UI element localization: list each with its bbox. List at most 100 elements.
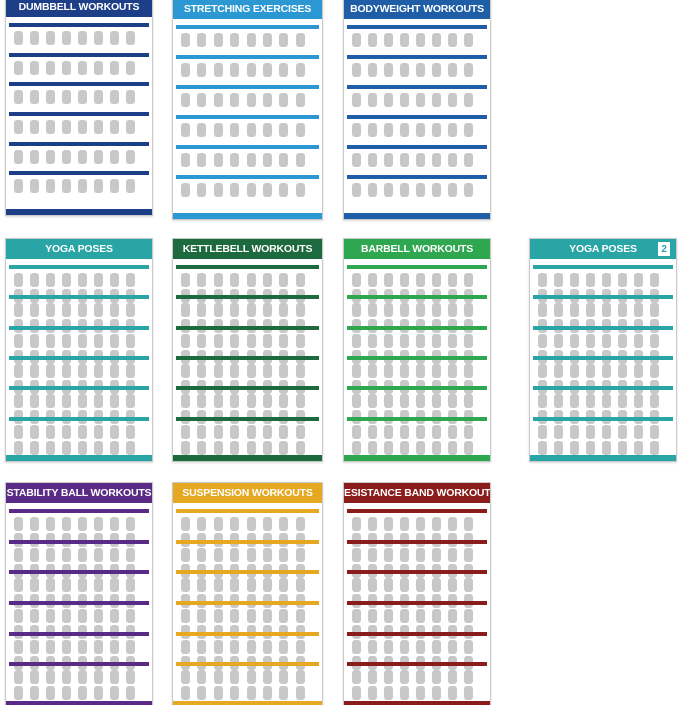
exercise-figure — [464, 93, 473, 107]
exercise-figure — [432, 578, 441, 593]
exercise-figure — [110, 670, 119, 685]
exercise-figure — [230, 333, 240, 348]
exercise-figure — [110, 517, 119, 531]
exercise-figure — [368, 364, 377, 378]
exercise-figure — [262, 153, 272, 167]
exercise-figure — [94, 394, 103, 409]
exercise-figure — [368, 33, 377, 47]
exercise-figure — [432, 33, 441, 47]
exercise-figure — [78, 609, 87, 623]
exercise-figure — [230, 183, 240, 197]
exercise-figure — [62, 547, 71, 562]
exercise-figure — [181, 424, 190, 439]
exercise-figure — [78, 578, 87, 593]
exercise-figure — [384, 273, 393, 287]
exercise-figure — [46, 424, 55, 439]
poster-title: DUMBBELL WORKOUTS — [6, 0, 152, 17]
exercise-figure — [262, 183, 272, 197]
poster-title: RESISTANCE BAND WORKOUTS — [344, 483, 490, 503]
exercise-figure — [110, 424, 119, 439]
exercise-figure — [416, 547, 425, 562]
exercise-figure — [634, 394, 643, 409]
section-bar — [347, 631, 487, 636]
section-bar — [533, 416, 673, 421]
exercise-figure — [448, 517, 457, 531]
exercise-figure — [448, 333, 457, 348]
exercise-figure — [650, 440, 659, 455]
section-bar — [176, 631, 319, 636]
exercise-figure — [400, 609, 409, 623]
exercise-figure — [538, 273, 547, 287]
exercise-figure — [650, 303, 659, 318]
exercise-figure — [464, 63, 473, 77]
exercise-figure — [262, 440, 272, 455]
exercise-figure — [94, 609, 103, 623]
poster: BODYWEIGHT WORKOUTS — [343, 0, 491, 220]
exercise-figure — [464, 547, 473, 562]
exercise-figure — [78, 90, 87, 105]
poster: STABILITY BALL WORKOUTS — [5, 482, 153, 705]
exercise-figure — [384, 303, 393, 318]
exercise-figure — [230, 123, 240, 137]
exercise-figure — [181, 333, 190, 348]
exercise-figure — [400, 183, 409, 197]
exercise-figure — [246, 183, 256, 197]
exercise-figure — [246, 670, 256, 685]
exercise-figure — [400, 670, 409, 685]
exercise-figure — [416, 686, 425, 701]
exercise-figure — [279, 578, 289, 593]
exercise-figure — [78, 686, 87, 701]
exercise-figure — [181, 578, 190, 593]
section-bar — [176, 570, 319, 575]
exercise-figure — [634, 424, 643, 439]
exercise-figure — [279, 394, 289, 409]
exercise-figure — [197, 639, 207, 654]
exercise-figure — [94, 517, 103, 531]
exercise-figure — [295, 547, 305, 562]
exercise-figure — [78, 440, 87, 455]
exercise-figure — [295, 63, 305, 77]
exercise-figure — [110, 686, 119, 701]
exercise-figure — [384, 578, 393, 593]
section-bar — [533, 356, 673, 360]
exercise-figure — [384, 63, 393, 77]
exercise-figure — [30, 424, 39, 439]
exercise-figure — [448, 153, 457, 167]
poster: STRETCHING EXERCISES — [172, 0, 323, 220]
exercise-figure — [432, 686, 441, 701]
exercise-figure — [213, 63, 223, 77]
exercise-figure — [368, 123, 377, 137]
exercise-figure — [464, 670, 473, 685]
exercise-figure — [416, 153, 425, 167]
exercise-figure — [352, 670, 361, 685]
section-bar — [9, 295, 149, 300]
exercise-figure — [213, 394, 223, 409]
exercise-figure — [538, 333, 547, 348]
exercise-figure — [46, 273, 55, 287]
exercise-figure — [78, 149, 87, 164]
exercise-figure — [78, 394, 87, 409]
exercise-figure — [30, 686, 39, 701]
exercise-figure — [432, 153, 441, 167]
exercise-figure — [14, 547, 23, 562]
exercise-figure — [62, 60, 71, 75]
exercise-figure — [246, 639, 256, 654]
exercise-figure — [448, 183, 457, 197]
poster: RESISTANCE BAND WORKOUTS — [343, 482, 491, 705]
exercise-figure — [46, 639, 55, 654]
exercise-figure — [384, 639, 393, 654]
exercise-figure — [181, 364, 190, 378]
exercise-figure — [352, 273, 361, 287]
exercise-figure — [400, 333, 409, 348]
exercise-figure — [602, 440, 611, 455]
exercise-figure — [126, 303, 135, 318]
exercise-figure — [279, 123, 289, 137]
section-bar — [347, 115, 487, 119]
exercise-figure — [602, 394, 611, 409]
exercise-figure — [400, 440, 409, 455]
exercise-figure — [110, 273, 119, 287]
exercise-figure — [650, 394, 659, 409]
exercise-figure — [78, 303, 87, 318]
exercise-figure — [295, 394, 305, 409]
exercise-figure — [448, 364, 457, 378]
